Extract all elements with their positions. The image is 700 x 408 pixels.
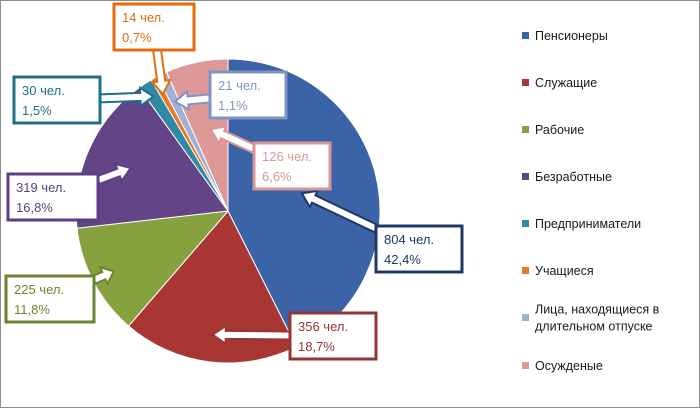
callout-percent: 18,7%: [298, 339, 335, 354]
legend-label: Предприниматели: [535, 217, 641, 231]
callout-box: [112, 2, 196, 52]
callout-arrow: [150, 48, 172, 96]
legend-label: Рабочие: [535, 123, 584, 137]
legend-label: Осужденые: [535, 359, 603, 373]
callout-arrow: [98, 85, 156, 108]
callout-box: [288, 311, 378, 361]
legend-item: Безработные: [522, 170, 612, 184]
legend-swatch: [522, 126, 529, 133]
callout-count: 225 чел.: [14, 282, 64, 297]
callout-count: 356 чел.: [298, 319, 348, 334]
callout-count: 21 чел.: [218, 78, 261, 93]
legend-item: Рабочие: [522, 123, 584, 137]
callout: 225 чел. 11,8%: [4, 265, 116, 324]
callout: 319 чел. 16,8%: [6, 162, 133, 222]
pie-callouts: 804 чел. 42,4% 356 чел. 18,7% 225 чел. 11,8% 3…: [4, 2, 464, 361]
callout-arrow: [173, 89, 212, 112]
callout-percent: 42,4%: [384, 252, 421, 267]
callout: 356 чел. 18,7%: [210, 311, 378, 361]
callout-arrow: [209, 125, 257, 154]
callout: 21 чел. 1,1%: [173, 70, 288, 120]
legend-label: длительном отпуске: [535, 320, 653, 334]
callout-box: [4, 274, 96, 324]
pie-slices: [75, 58, 381, 364]
legend: Пенсионеры Служащие Рабочие Безработные Пред…: [522, 29, 660, 373]
callout-percent: 6,6%: [262, 169, 292, 184]
callout-box: [6, 172, 100, 222]
callout: 126 чел. 6,6%: [209, 125, 332, 191]
callout-percent: 1,5%: [22, 103, 52, 118]
legend-item: Лица, находящиеся в длительном отпуске: [522, 303, 660, 334]
legend-swatch: [522, 314, 529, 321]
legend-swatch: [522, 173, 529, 180]
legend-label: Безработные: [535, 170, 612, 184]
callout: 14 чел. 0,7%: [112, 2, 196, 96]
legend-item: Пенсионеры: [522, 29, 608, 43]
legend-item: Предприниматели: [522, 217, 641, 231]
legend-item: Осужденые: [522, 359, 603, 373]
legend-swatch: [522, 267, 529, 274]
legend-swatch: [522, 362, 529, 369]
callout-arrow: [210, 323, 292, 346]
callout-percent: 1,1%: [218, 98, 248, 113]
callout-box: [12, 75, 102, 125]
callout-count: 126 чел.: [262, 149, 312, 164]
legend-swatch: [522, 220, 529, 227]
callout-arrow: [300, 189, 380, 234]
legend-swatch: [522, 32, 529, 39]
callout: 30 чел. 1,5%: [12, 75, 156, 125]
callout-count: 30 чел.: [22, 83, 65, 98]
callout-percent: 16,8%: [16, 200, 53, 215]
callout-arrow: [95, 162, 133, 186]
legend-item: Служащие: [522, 76, 597, 90]
legend-swatch: [522, 79, 529, 86]
legend-label: Лица, находящиеся в: [535, 303, 660, 317]
callout-box: [374, 224, 464, 274]
callout-box: [252, 141, 332, 191]
callout-percent: 0,7%: [122, 30, 152, 45]
legend-label: Учащиеся: [535, 264, 594, 278]
legend-label: Служащие: [535, 76, 597, 90]
callout: 804 чел. 42,4%: [300, 189, 464, 274]
callout-count: 319 чел.: [16, 180, 66, 195]
callout-percent: 11,8%: [14, 302, 50, 317]
legend-item: Учащиеся: [522, 264, 594, 278]
callout-count: 14 чел.: [122, 10, 165, 25]
callout-box: [208, 70, 288, 120]
callout-arrow: [91, 265, 116, 287]
legend-label: Пенсионеры: [535, 29, 608, 43]
callout-count: 804 чел.: [384, 232, 434, 247]
pie-slice: [127, 210, 298, 364]
